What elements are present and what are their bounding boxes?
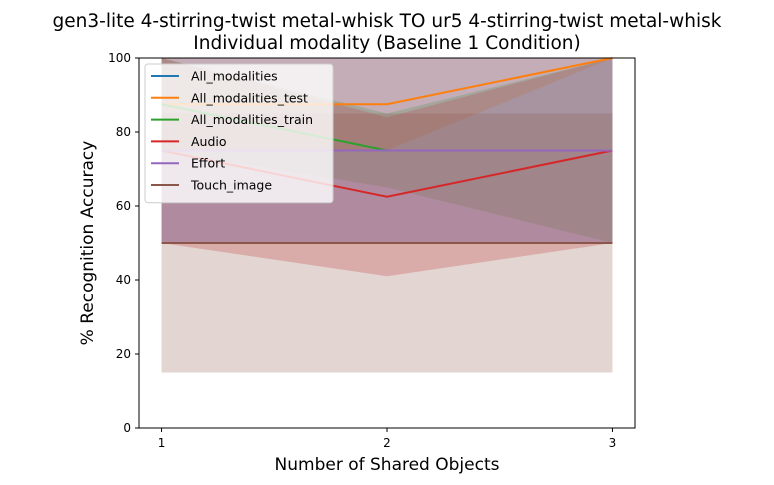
x-tick-label: 3 <box>609 436 617 450</box>
y-tick-label: 0 <box>123 421 131 435</box>
legend: All_modalities All_modalities_test All_mod… <box>144 63 334 204</box>
legend-frame <box>144 63 334 204</box>
y-tick-label: 20 <box>116 347 131 361</box>
y-axis-ticks: 0 20 40 60 80 100 <box>108 51 139 435</box>
x-tick-label: 2 <box>383 436 391 450</box>
legend-label-Touch_image: Touch_image <box>190 178 272 193</box>
x-axis-ticks: 1 2 3 <box>158 428 617 450</box>
x-axis-label: Number of Shared Objects <box>275 455 500 475</box>
y-tick-label: 80 <box>116 125 131 139</box>
legend-label-Audio: Audio <box>191 134 227 149</box>
legend-label-Effort: Effort <box>191 156 225 171</box>
x-tick-label: 1 <box>158 436 166 450</box>
y-tick-label: 100 <box>108 51 131 65</box>
legend-label-All_modalities: All_modalities <box>191 69 278 84</box>
chart-title: gen3-lite 4-stirring-twist metal-whisk T… <box>53 11 722 32</box>
legend-label-All_modalities_test: All_modalities_test <box>191 90 308 105</box>
legend-label-All_modalities_train: All_modalities_train <box>191 112 313 127</box>
y-tick-label: 60 <box>116 199 131 213</box>
y-axis-label: % Recognition Accuracy <box>78 141 98 346</box>
y-tick-label: 40 <box>116 273 131 287</box>
chart-subtitle: Individual modality (Baseline 1 Conditio… <box>193 33 580 54</box>
